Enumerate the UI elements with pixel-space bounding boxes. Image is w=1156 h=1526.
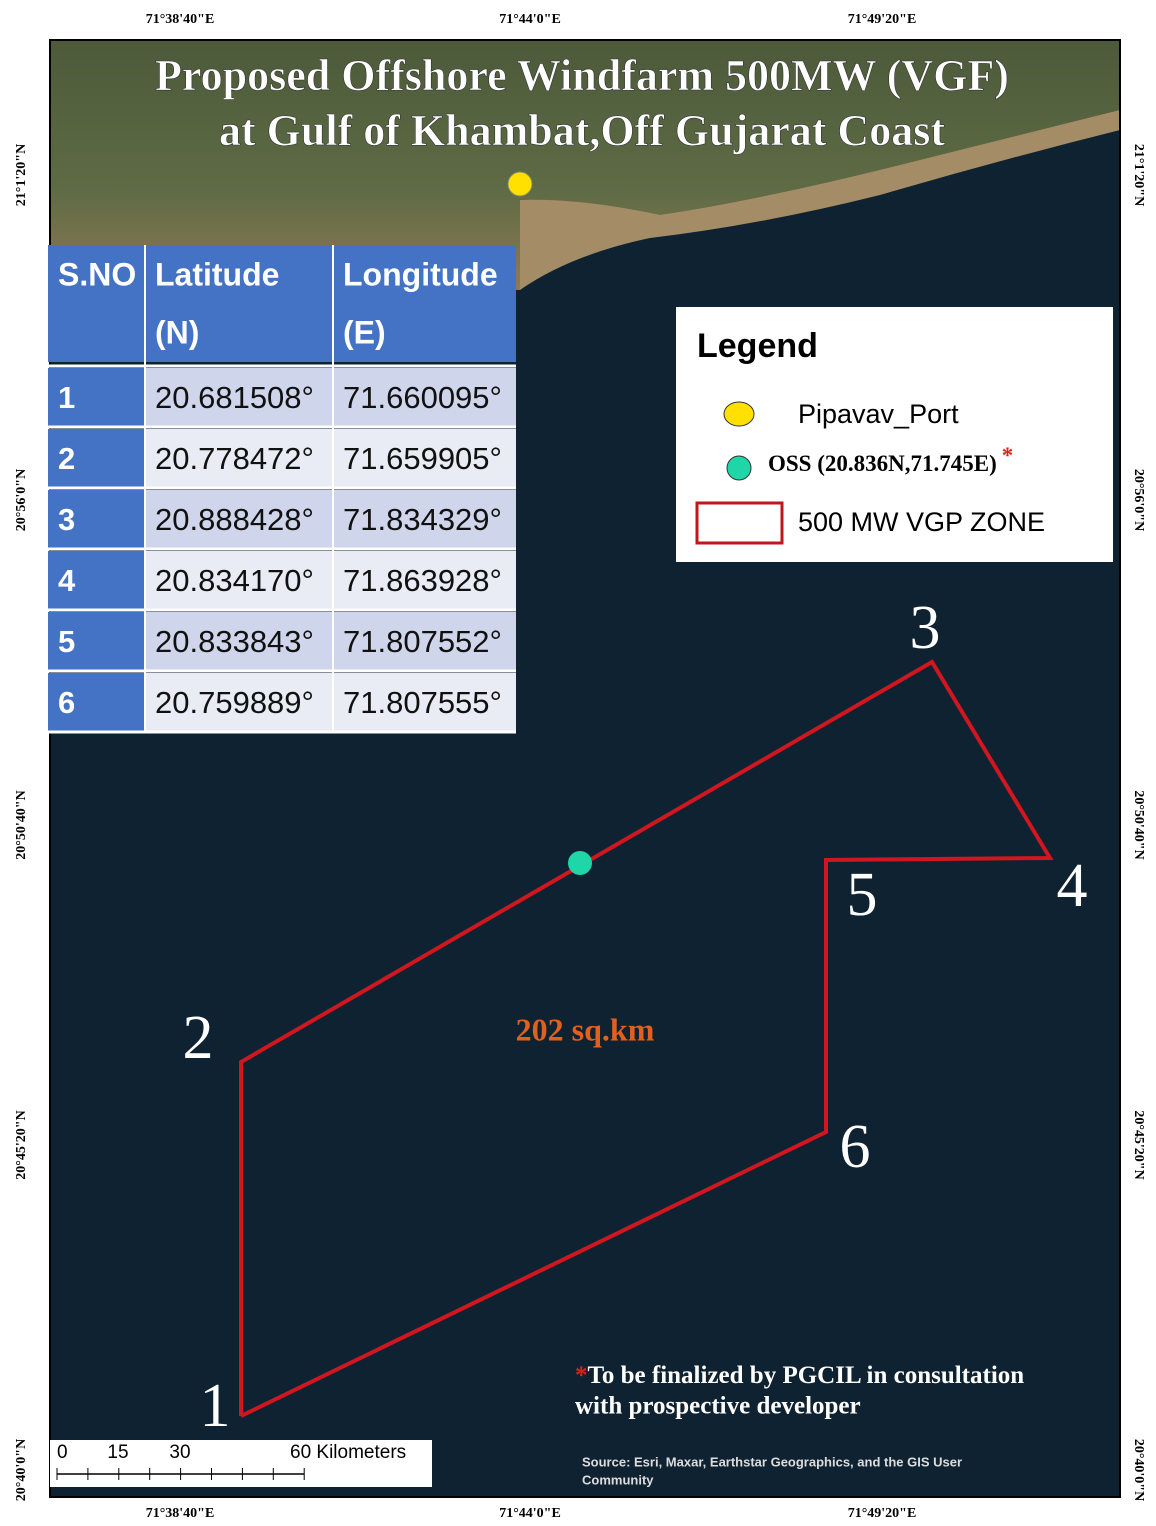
legend-item: OSS (20.836N,71.745E) *: [768, 443, 1013, 476]
graticule-label: 71°38'40"E: [146, 12, 215, 27]
graticule-label: 20°40'0"N: [1131, 1439, 1146, 1501]
table-row-bg: [145, 673, 516, 733]
area-label: 202 sq.km: [516, 1011, 655, 1047]
vertex-label: 1: [200, 1372, 231, 1440]
table-cell: 6: [58, 685, 75, 720]
graticule-label: 71°44'0"E: [499, 1506, 561, 1521]
graticule-label: 20°56'0"N: [14, 469, 29, 531]
table-row-bg: [145, 612, 516, 672]
note-asterisk: *: [575, 1362, 588, 1389]
scale-bar-bg: [50, 1440, 432, 1487]
table-cell: 71.807555°: [343, 685, 502, 720]
table-header: Latitude: [155, 256, 279, 292]
table-cell: 20.833843°: [155, 624, 314, 659]
table-row-bg: [145, 551, 516, 611]
legend-asterisk: *: [1002, 443, 1014, 468]
table-row-bg: [145, 368, 516, 428]
legend-item-text: OSS (20.836N,71.745E): [768, 451, 997, 476]
table-cell: 71.659905°: [343, 441, 502, 476]
table-cell: 71.863928°: [343, 563, 502, 598]
table-header-bg: [48, 245, 516, 362]
vertex-label: 4: [1057, 852, 1088, 920]
table-header: (N): [155, 314, 199, 350]
vgp-zone: [239, 659, 1054, 1418]
graticule-label: 20°45'20"N: [14, 1110, 29, 1179]
table-index-bg: [48, 490, 145, 550]
scale-bar-label: 0: [57, 1442, 68, 1463]
graticule-label: 71°49'20"E: [848, 1506, 917, 1521]
graticule-label: 20°56'0"N: [1131, 469, 1146, 531]
graticule-label: 71°44'0"E: [499, 12, 561, 27]
table-cell: 20.888428°: [155, 502, 314, 537]
table-cell: 71.660095°: [343, 380, 502, 415]
table-cell: 20.778472°: [155, 441, 314, 476]
table-index-bg: [48, 429, 145, 489]
map-title: Proposed Offshore Windfarm 500MW (VGF): [155, 51, 1009, 100]
legend-oss-symbol: [726, 455, 752, 481]
note: *To be finalized by PGCIL in consultatio…: [575, 1362, 1024, 1389]
table-index-bg: [48, 612, 145, 672]
legend-item: Pipavav_Port: [798, 399, 959, 429]
note-text: To be finalized by PGCIL in consultation: [588, 1362, 1025, 1389]
scale-bar-label: 30: [169, 1442, 190, 1463]
legend-title: Legend: [697, 327, 818, 365]
table-cell: 71.807552°: [343, 624, 502, 659]
table-cell: 20.834170°: [155, 563, 314, 598]
table-header: (E): [343, 314, 386, 350]
vertex-label: 5: [847, 861, 878, 929]
graticule-label: 21°1'20"N: [1131, 144, 1146, 206]
table-cell: 20.681508°: [155, 380, 314, 415]
scale-bar-label: 60 Kilometers: [290, 1442, 406, 1463]
table-index-bg: [48, 368, 145, 428]
source: Community: [582, 1472, 654, 1487]
vertex-label: 2: [183, 1004, 214, 1072]
table-row-bg: [145, 429, 516, 489]
coast: [520, 110, 1120, 290]
table-cell: 2: [58, 441, 75, 476]
pipavav-port: [507, 171, 533, 197]
vertex-label: 6: [840, 1113, 871, 1181]
legend-box: [676, 307, 1113, 562]
graticule-label: 20°45'20"N: [1131, 1110, 1146, 1179]
legend-port-symbol: [723, 401, 755, 427]
table-cell: 3: [58, 502, 75, 537]
note: with prospective developer: [575, 1393, 861, 1420]
legend-item: 500 MW VGP ZONE: [798, 507, 1045, 537]
table-header: S.NO: [58, 256, 136, 292]
table-cell: 1: [58, 380, 75, 415]
table-cell: 4: [58, 563, 76, 598]
graticule-label: 71°38'40"E: [146, 1506, 215, 1521]
graticule-label: 21°1'20"N: [14, 144, 29, 206]
map-title: at Gulf of Khambat,Off Gujarat Coast: [219, 106, 945, 155]
table-cell: 20.759889°: [155, 685, 314, 720]
scale-bar-label: 15: [107, 1442, 128, 1463]
source: Source: Esri, Maxar, Earthstar Geographi…: [582, 1454, 962, 1469]
table-cell: 71.834329°: [343, 502, 502, 537]
graticule-label: 20°40'0"N: [14, 1439, 29, 1501]
legend-zone-symbol: [695, 501, 784, 545]
graticule-label: 20°50'40"N: [1131, 790, 1146, 859]
graticule-label: 20°50'40"N: [14, 790, 29, 859]
land: [50, 40, 1120, 290]
vertex-label: 3: [910, 594, 941, 662]
table-header: Longitude: [343, 256, 498, 292]
table-index-bg: [48, 551, 145, 611]
table-row-bg: [145, 490, 516, 550]
graticule-label: 71°49'20"E: [848, 12, 917, 27]
table-index-bg: [48, 673, 145, 733]
oss: [568, 851, 592, 875]
frame: [49, 39, 1121, 1498]
table-cell: 5: [58, 624, 75, 659]
